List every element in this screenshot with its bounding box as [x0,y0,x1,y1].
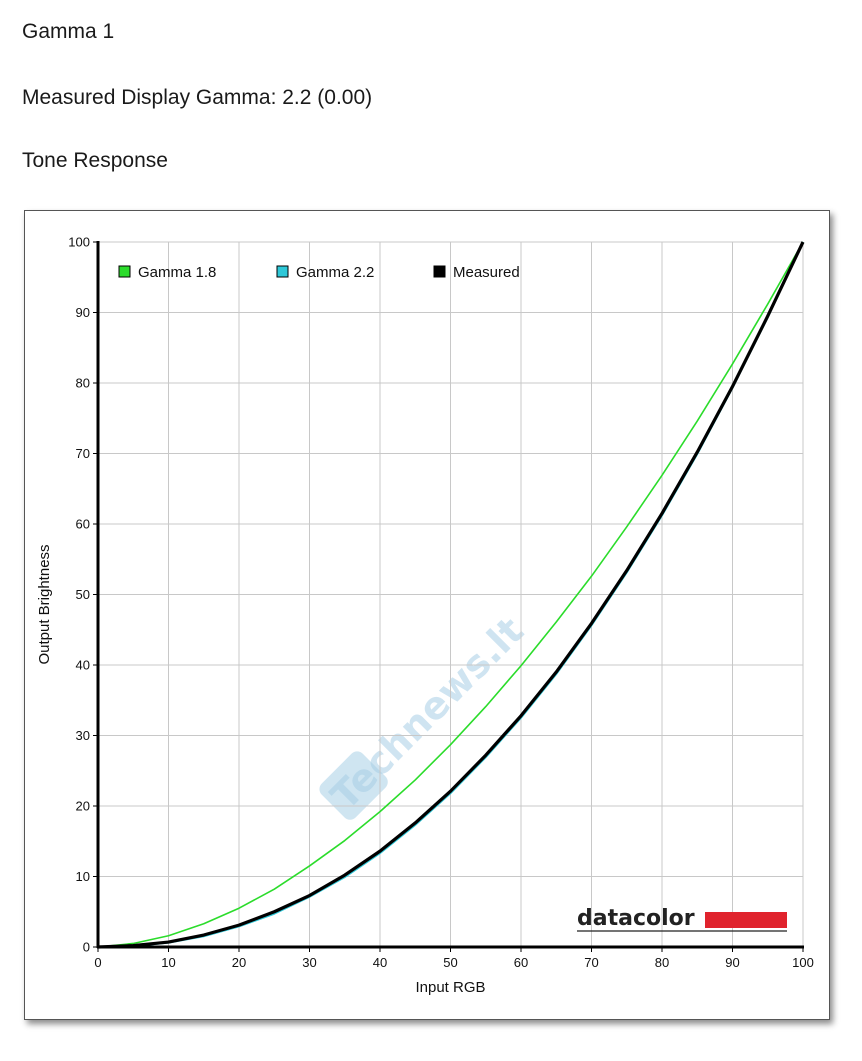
x-tick-label: 60 [514,955,528,970]
datacolor-logo: datacolor [577,906,787,932]
legend-label: Gamma 1.8 [138,264,216,281]
x-tick-label: 10 [161,955,175,970]
y-tick-label: 50 [76,587,90,602]
chart-ticks: 0 10 20 30 40 50 60 70 80 90 100 0 10 20 30 40 50 60 70 80 9… [68,235,814,971]
y-tick-label: 20 [76,799,90,814]
y-tick-label: 70 [76,446,90,461]
datacolor-logo-bar [705,912,787,928]
y-tick-label: 10 [76,869,90,884]
y-tick-label: 80 [76,376,90,391]
x-tick-label: 0 [94,955,101,970]
x-tick-label: 70 [584,955,598,970]
y-tick-label: 0 [83,940,90,955]
x-tick-label: 40 [373,955,387,970]
legend-swatch [118,265,131,278]
x-tick-label: 100 [792,955,814,970]
x-tick-label: 90 [725,955,739,970]
tone-response-chart: Technews.lt 0 10 20 30 40 50 60 70 80 90 100 0 10 20 3… [24,210,830,1020]
chart-grid [97,241,804,948]
x-tick-label: 20 [232,955,246,970]
y-tick-label: 40 [76,658,90,673]
legend-swatch [276,265,289,278]
y-tick-label: 60 [76,517,90,532]
chart-series [97,241,805,949]
x-axis-title: Input RGB [415,979,485,996]
series-line-gamma-1-8 [97,241,804,948]
y-tick-label: 100 [68,235,90,250]
chart-svg: Technews.lt 0 10 20 30 40 50 60 70 80 90 100 0 10 20 3… [36,235,814,997]
x-tick-label: 80 [655,955,669,970]
section-title: Tone Response [22,149,168,172]
legend-item: Measured [433,264,520,281]
page-title: Gamma 1 [22,20,115,43]
y-axis-title: Output Brightness [36,544,53,664]
measured-gamma-text: Measured Display Gamma: 2.2 (0.00) [22,86,373,109]
legend-item: Gamma 1.8 [118,264,216,281]
legend-label: Measured [453,264,520,281]
watermark-text: Technews.lt [319,609,532,820]
legend-label: Gamma 2.2 [296,264,374,281]
y-tick-label: 90 [76,305,90,320]
x-tick-label: 30 [302,955,316,970]
legend-item: Gamma 2.2 [276,264,374,281]
datacolor-logo-text: datacolor [577,906,695,931]
series-line-measured [97,241,805,949]
legend-swatch [433,265,446,278]
chart-legend: Gamma 1.8 Gamma 2.2 Measured [118,264,520,281]
watermark: Technews.lt [319,609,532,820]
y-tick-label: 30 [76,728,90,743]
watermark-badge [319,751,388,820]
x-tick-label: 50 [443,955,457,970]
watermark-label: Technews.lt [322,609,532,819]
